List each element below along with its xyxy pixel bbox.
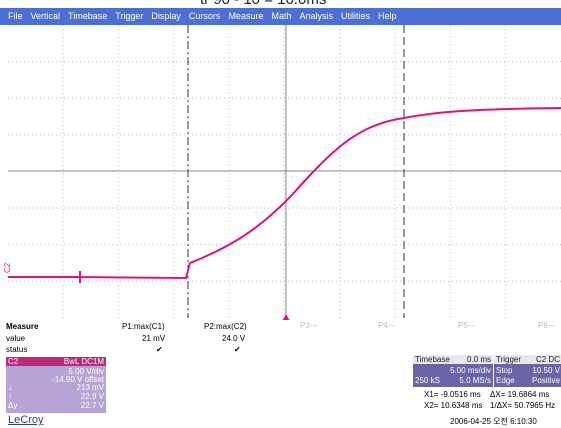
r-value: 22.7 V (80, 401, 104, 410)
channel-label: C2 (3, 262, 12, 273)
brand: LeCroy (8, 414, 44, 426)
menu-item[interactable]: Utilities (340, 11, 370, 21)
menu-item[interactable]: Help (378, 11, 397, 21)
param: P5--- (458, 321, 476, 330)
trigger-box: Trigger C2 DC Stop 10.50 V Edge Positive (494, 355, 561, 387)
menu-item[interactable]: Vertical (30, 11, 61, 21)
menu-item[interactable]: File (8, 11, 23, 21)
col: P1:max(C1) (122, 322, 165, 331)
r-label: ↑ (8, 392, 12, 401)
menu-item[interactable]: Trigger (115, 11, 144, 21)
col: P2:max(C2) (204, 322, 247, 331)
tr-level: 10.50 V (532, 366, 560, 375)
inv: 1/ΔX= 50.7965 Hz (490, 401, 556, 410)
tb-rate: 5.0 MS/s (459, 376, 491, 385)
tr-slope: Positive (531, 376, 560, 385)
row-label: status (6, 345, 28, 354)
tr-mode: Stop (496, 366, 513, 375)
ch: C2 (8, 357, 19, 366)
offset: -14.90 V offset (52, 375, 104, 384)
tr-source: C2 DC (535, 355, 560, 364)
tr-type: Edge (496, 376, 515, 385)
measure-title: Measure (6, 322, 39, 331)
channel-box: C2 BwL DC1M 5.00 V/div -14.90 V offset ↓… (6, 357, 106, 413)
r-label: Δy (8, 401, 18, 410)
tr-title: Trigger (496, 355, 522, 364)
title: tr 90 - 10 = 16.0ms (200, 0, 326, 8)
menu-item[interactable]: Math (271, 11, 292, 21)
x1: X1= -9.0516 ms (424, 390, 481, 399)
cell: 21 mV (142, 334, 166, 343)
tb-title: Timebase (415, 355, 450, 364)
menu-item[interactable]: Display (151, 11, 181, 21)
x2: X2= 10.6348 ms (424, 401, 483, 410)
menu-bar: File Vertical Timebase Trigger Display Cursor… (0, 8, 561, 25)
r-value: 22.9 V (80, 392, 104, 401)
r-label: ↓ (8, 383, 12, 392)
cell: ✔ (156, 345, 163, 354)
tb-delay: 0.0 ms (466, 355, 491, 364)
menu-item[interactable]: Cursors (188, 11, 221, 21)
r-value: 213 mV (76, 383, 104, 392)
tb-samples: 250 kS (415, 376, 440, 385)
menu-item[interactable]: Analysis (299, 11, 333, 21)
datetime: 2006-04-25 오전 6:10:30 (450, 417, 537, 426)
timebase-box: Timebase 0.0 ms 5.00 ms/div 250 kS 5.0 M… (413, 355, 493, 387)
tb-div: 5.00 ms/div (450, 366, 491, 375)
param: P4--- (378, 321, 396, 330)
coupling: BwL DC1M (63, 357, 104, 366)
menu-item[interactable]: Measure (228, 11, 264, 21)
param: P3--- (300, 321, 318, 330)
vdiv: 5.00 V/div (68, 367, 104, 376)
dx: ΔX= 19.6864 ms (490, 390, 550, 399)
scope-grid: C2 (3, 25, 561, 320)
row-label: value (6, 334, 26, 343)
cell: ✔ (234, 345, 241, 354)
menu-item[interactable]: Timebase (68, 11, 108, 21)
cell: 24.0 V (222, 334, 246, 343)
param: P6--- (538, 321, 556, 330)
